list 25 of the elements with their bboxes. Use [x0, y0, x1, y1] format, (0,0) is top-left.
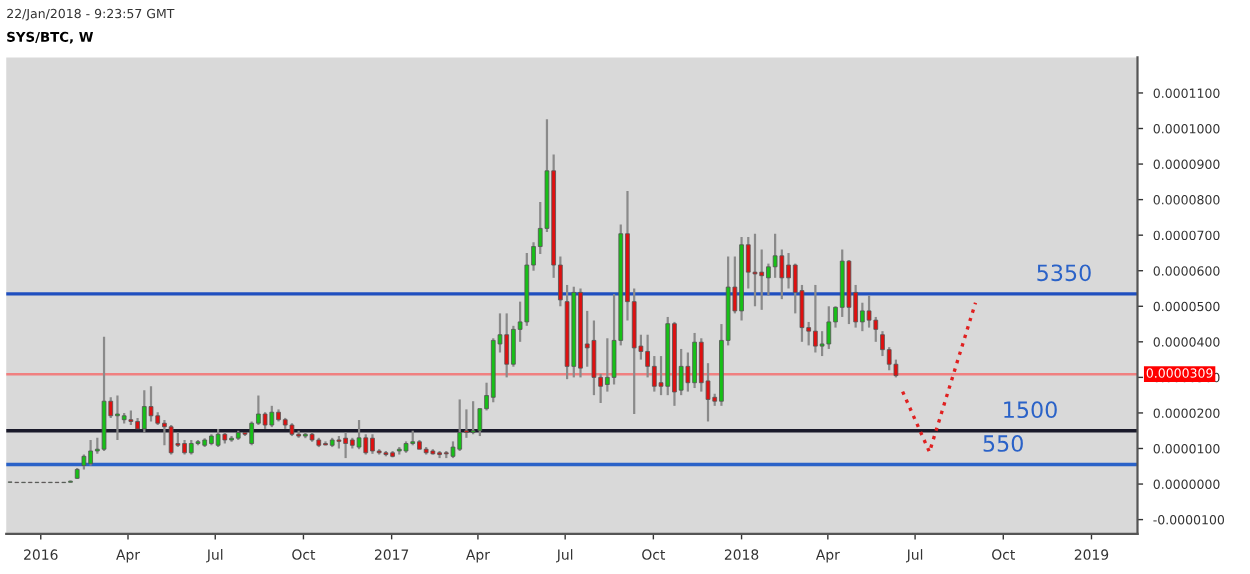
- candlestick: [470, 400, 476, 436]
- candlestick: [343, 431, 348, 460]
- candlestick: [692, 331, 697, 390]
- candlestick: [356, 418, 362, 451]
- candlestick: [813, 283, 818, 354]
- candlestick: [826, 305, 832, 351]
- candlestick: [101, 335, 107, 453]
- candlestick: [215, 427, 221, 449]
- candlestick: [168, 423, 174, 456]
- candlestick: [591, 319, 597, 397]
- candlestick: [88, 438, 93, 467]
- candlestick: [115, 394, 120, 442]
- candlestick: [370, 433, 375, 455]
- candlestick: [141, 389, 147, 434]
- candlestick: [504, 312, 510, 379]
- candlestick: [148, 385, 154, 423]
- candlestick: [786, 251, 791, 290]
- annotation: 5350: [1037, 264, 1091, 282]
- candlestick: [752, 232, 758, 308]
- annotation: 550: [983, 435, 1023, 452]
- candlestick: [269, 404, 275, 429]
- candlestick: [457, 398, 463, 453]
- annotation: 1500: [1004, 401, 1057, 419]
- candlestick: [162, 418, 167, 447]
- candlestick: [846, 258, 852, 326]
